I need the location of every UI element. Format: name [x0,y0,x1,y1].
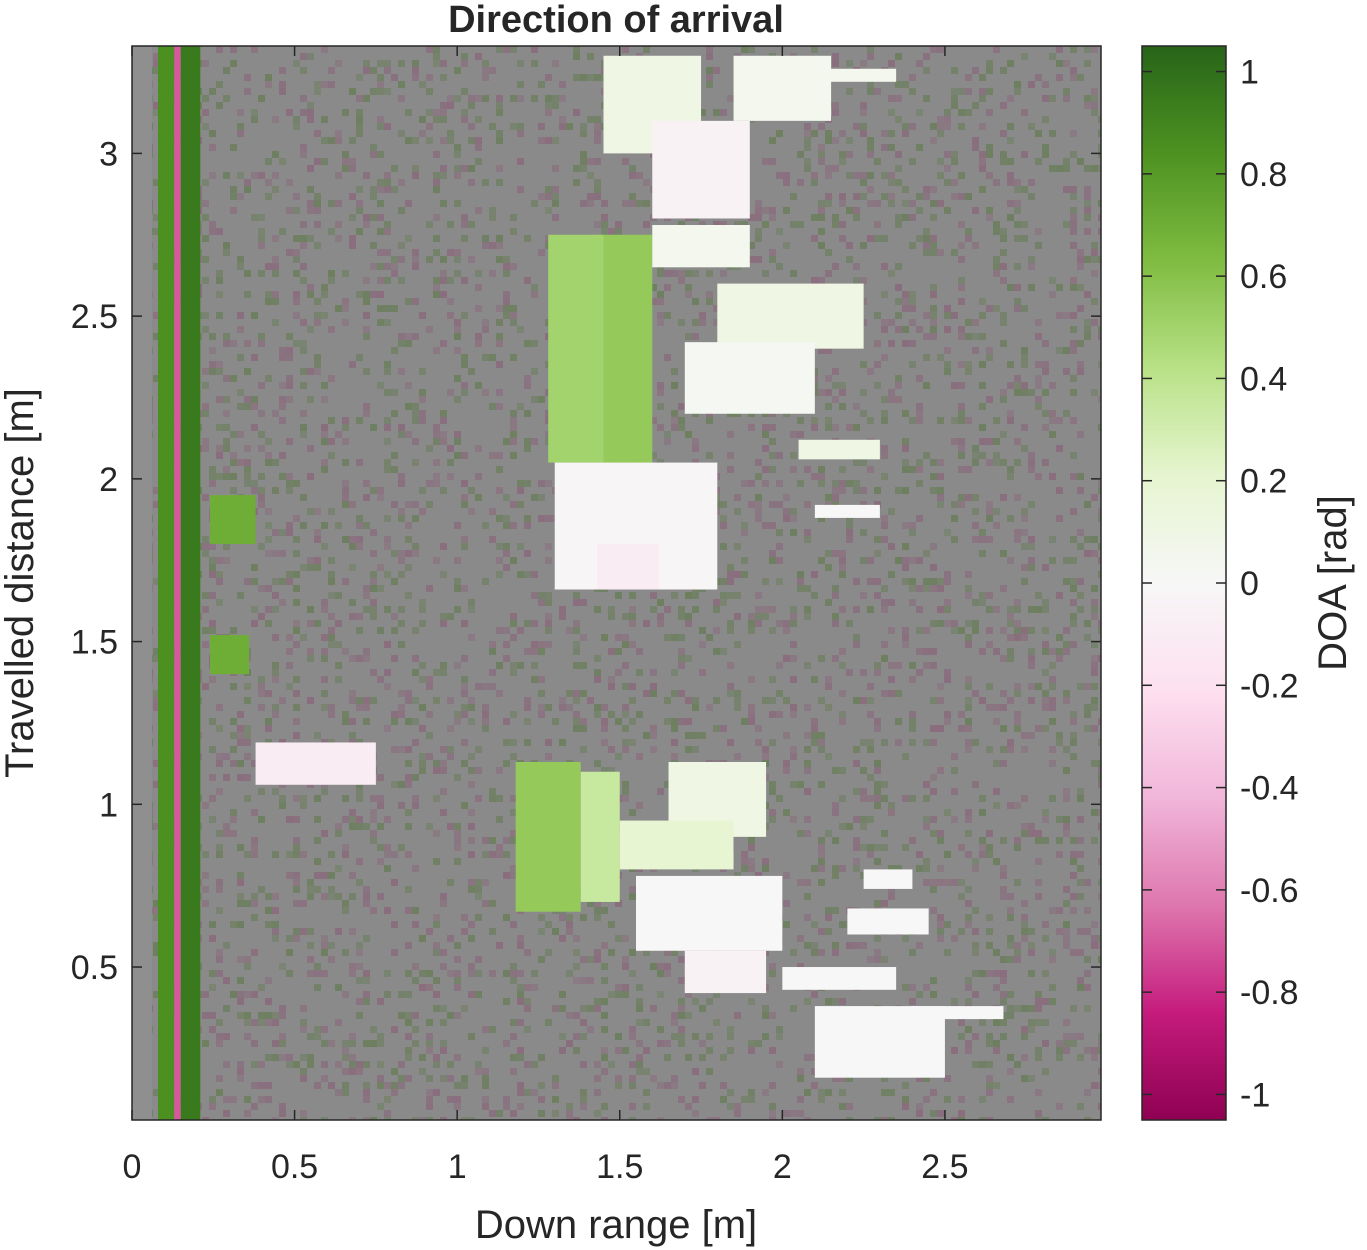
colorbar-tick-label: 0.8 [1240,156,1287,194]
x-tick-label: 0.5 [271,1148,318,1186]
y-axis-label: Travelled distance [m] [0,388,42,778]
x-tick-label: 2.5 [921,1148,968,1186]
chart-title: Direction of arrival [448,0,784,41]
doa-region-19 [815,69,896,82]
y-tick-label: 1 [99,786,118,824]
x-tick-label: 1.5 [596,1148,643,1186]
colorbar [1142,46,1226,1120]
colorbar-tick-label: 0.6 [1240,258,1287,296]
doa-region-28 [864,869,913,889]
colorbar-label: DOA [rad] [1311,495,1355,671]
doa-region-24 [636,876,782,951]
x-tick-label: 2 [773,1148,792,1186]
y-tick-label: 3 [99,135,118,173]
doa-region-12 [717,284,863,349]
colorbar-tick-label: -0.4 [1240,770,1299,808]
doa-region-3 [181,46,201,1120]
doa-region-21 [581,772,620,902]
doa-region-23 [620,821,734,870]
doa-region-1 [158,46,174,1120]
colorbar-tick-label: -0.8 [1240,974,1299,1012]
doa-region-6 [256,742,376,784]
doa-region-15 [815,505,880,518]
doa-region-20 [516,762,581,912]
doa-region-30 [912,1006,1003,1019]
y-tick-label: 0.5 [71,949,118,987]
y-tick-label: 2.5 [71,298,118,336]
y-tick-label: 2 [99,461,118,499]
doa-region-5 [210,635,249,674]
doa-region-26 [782,967,896,990]
x-axis-label: Down range [m] [475,1203,757,1247]
doa-region-25 [685,951,766,993]
doa-region-11 [652,225,750,267]
y-tick-label: 1.5 [71,624,118,662]
colorbar-tick-label: -0.2 [1240,667,1299,705]
doa-region-4 [210,495,256,544]
x-tick-label: 1 [448,1148,467,1186]
colorbar-tick-label: 0.4 [1240,360,1287,398]
colorbar-tick-label: 0.2 [1240,463,1287,501]
doa-region-14 [799,440,880,460]
doa-region-17 [652,121,750,219]
colorbar-tick-label: -0.6 [1240,872,1299,910]
colorbar-tick-label: -1 [1240,1076,1270,1114]
doa-region-18 [734,56,832,121]
doa-region-10 [597,544,659,590]
x-tick-label: 0 [123,1148,142,1186]
colorbar-tick-label: 0 [1240,565,1259,603]
doa-region-13 [685,342,815,414]
doa-region-2 [174,46,181,1120]
doa-region-27 [847,908,928,934]
colorbar-tick-label: 1 [1240,54,1259,92]
doa-region-8 [548,235,603,463]
